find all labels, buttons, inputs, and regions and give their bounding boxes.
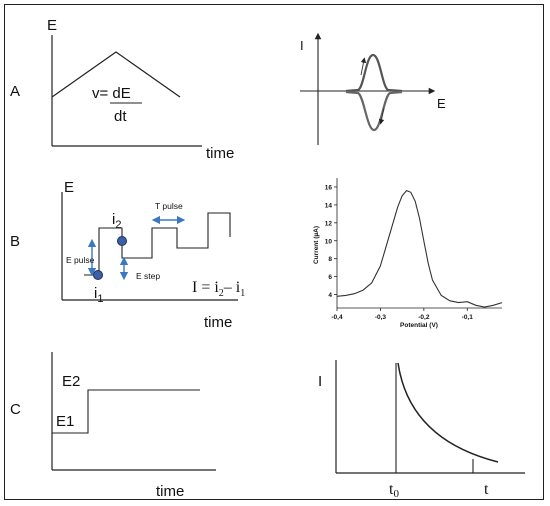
dpv-x-tick-label: -0,3: [375, 314, 387, 321]
e1-label: E1: [56, 413, 74, 430]
cv-current-axis-label: I: [300, 38, 304, 53]
dpv-y-tick-label: 16: [325, 184, 333, 191]
panel-b-time-axis-label: time: [204, 314, 232, 331]
row-label-b: B: [10, 233, 20, 250]
e-step-label: E step: [136, 271, 160, 281]
panel-c-current-axis-label: I: [318, 373, 322, 390]
current-sample-point-i1: [93, 270, 103, 280]
dpv-x-axis-title: Potential (V): [400, 322, 438, 329]
scan-rate-formula-bottom: dt: [114, 108, 127, 125]
e2-label: E2: [62, 373, 80, 390]
cv-forward-trace: [345, 53, 403, 93]
dpv-y-axis-title: Current (µA): [313, 226, 320, 264]
triangular-ramp-line: [51, 51, 181, 98]
dpv-x-tick-label: -0,2: [418, 314, 430, 321]
dpv-y-tick-label: 14: [325, 202, 333, 209]
dpv-x-tick-label: -0,1: [462, 314, 474, 321]
cottrell-decay-curve: [397, 362, 499, 463]
row-c: C E1 E2 time I t0 t: [10, 352, 525, 500]
t0-label: t0: [389, 481, 399, 500]
pulse-staircase-line: [84, 212, 231, 276]
panel-c-left-step: E1 E2 time: [51, 352, 216, 500]
dpv-y-tick-label: 4: [328, 292, 332, 299]
row-b: B E i2 i1 E pulse E step T pulse I = i2–…: [10, 178, 503, 331]
row-a: A E v= dE dt time I E: [10, 17, 446, 162]
cv-anodic-arrow: [360, 57, 367, 76]
row-label-c: C: [10, 401, 21, 418]
panel-a-left-ramp: E v= dE dt time: [47, 17, 234, 162]
dpv-series-line: [336, 189, 503, 308]
panel-c-time-axis-label: time: [156, 483, 184, 500]
cv-cathodic-arrow: [378, 107, 385, 125]
differential-current-formula: I = i2– i1: [192, 279, 245, 299]
panel-a-e-axis-label: E: [47, 17, 57, 34]
dpv-y-tick-label: 6: [328, 274, 332, 281]
dpv-voltammogram-chart: Current (µA) Potential (V) -0,4 -0,3 -0,2-…: [313, 178, 503, 329]
t-pulse-label: T pulse: [155, 201, 183, 211]
row-label-a: A: [10, 83, 20, 100]
panel-c-right-decay: I t0 t: [318, 360, 525, 500]
cv-reverse-trace: [345, 90, 403, 132]
current-sample-point-i2: [117, 236, 127, 246]
e-pulse-label: E pulse: [66, 255, 95, 265]
dpv-y-tick-label: 12: [325, 220, 333, 227]
i2-label: i2: [112, 211, 121, 231]
dpv-ticks: -0,4 -0,3 -0,2 -0,1 4 6 8 10 12 14 16: [325, 184, 473, 321]
scan-rate-formula-top: v= dE: [92, 85, 131, 102]
panel-b-left-pulse: E i2 i1 E pulse E step T pulse I = i2– i…: [61, 179, 245, 331]
potential-step-line: [52, 389, 200, 434]
i1-label: i1: [94, 285, 103, 305]
panel-a-right-cv: I E: [300, 32, 446, 145]
cv-potential-axis-label: E: [437, 96, 446, 111]
dpv-y-tick-label: 10: [325, 238, 333, 245]
panel-b-e-axis-label: E: [64, 179, 74, 196]
panel-a-time-axis-label: time: [206, 145, 234, 162]
figure-frame: [4, 4, 544, 500]
t-label: t: [484, 481, 489, 498]
dpv-y-tick-label: 8: [328, 256, 332, 263]
dpv-x-tick-label: -0,4: [331, 314, 343, 321]
